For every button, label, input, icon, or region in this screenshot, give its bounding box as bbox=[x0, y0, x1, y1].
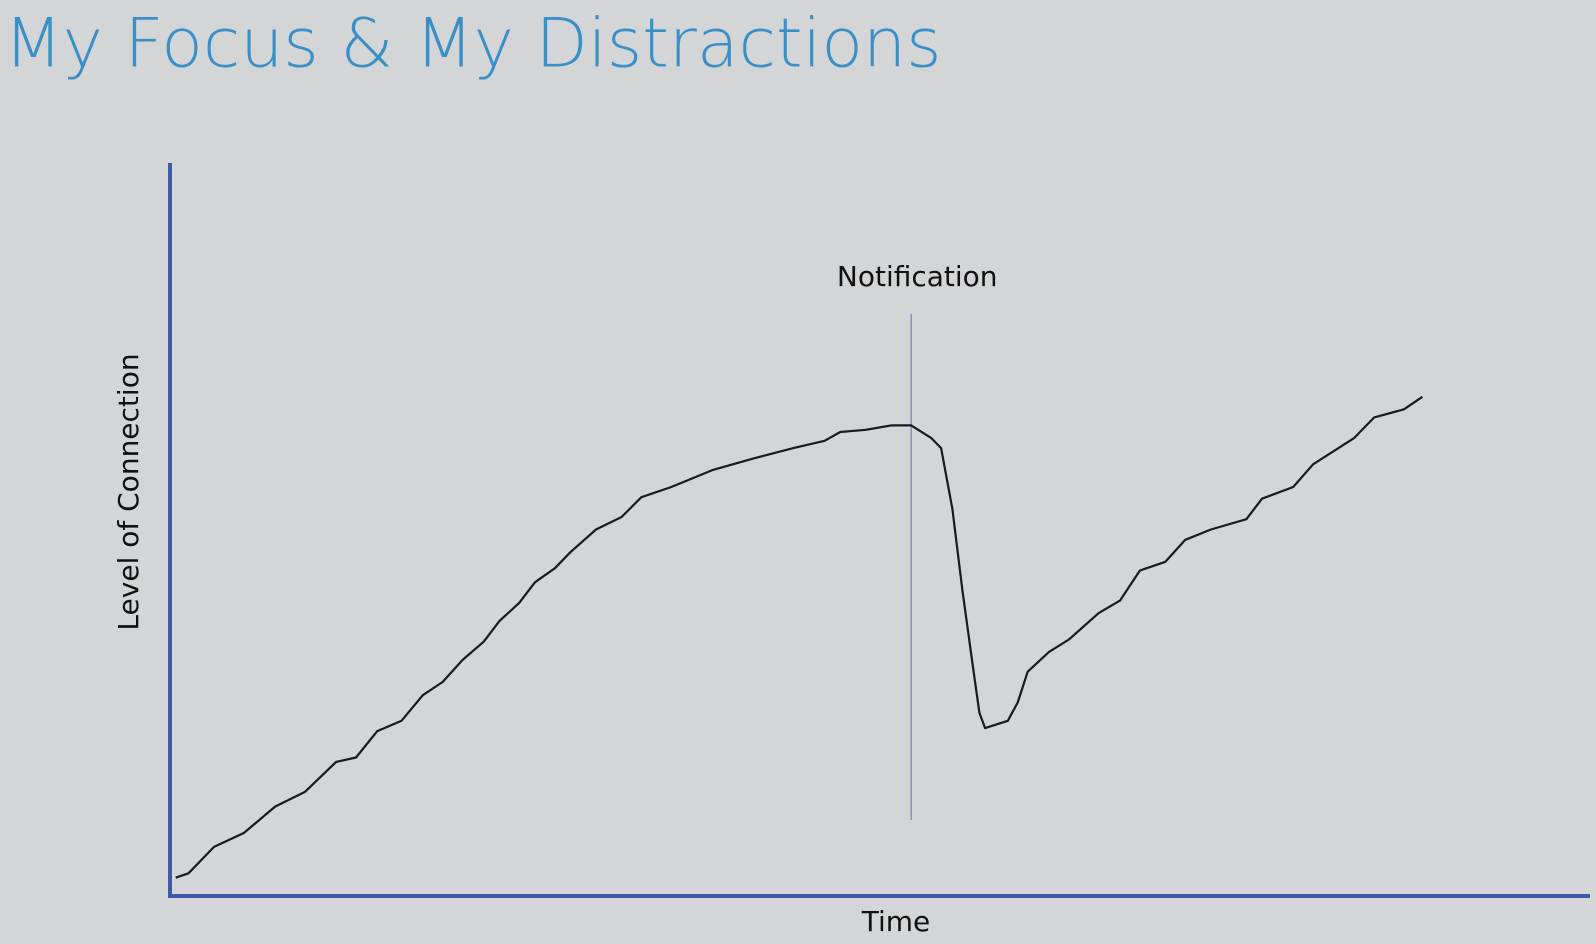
x-axis-label: Time bbox=[861, 905, 931, 938]
y-axis-label: Level of Connection bbox=[112, 353, 145, 630]
line-series bbox=[175, 395, 1424, 879]
annotation-label: Notification bbox=[837, 260, 998, 293]
chart-title: My Focus & My Distractions bbox=[4, 5, 942, 84]
